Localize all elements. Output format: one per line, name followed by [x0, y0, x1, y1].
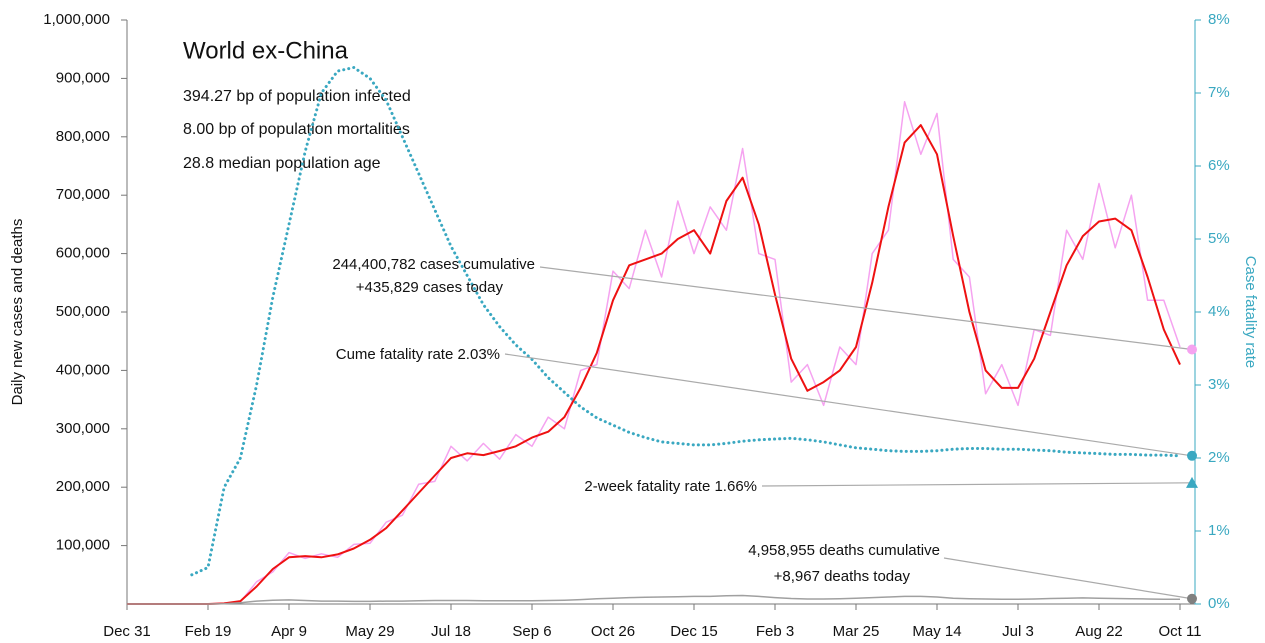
y-tick-label: 500,000	[56, 303, 110, 320]
series-line	[127, 124, 1181, 605]
x-tick-label: Apr 9	[271, 623, 307, 640]
annotation: 4,958,955 deaths cumulative	[748, 542, 940, 559]
annotation: 2-week fatality rate 1.66%	[584, 478, 757, 495]
leader-line	[943, 557, 1193, 600]
series-line	[127, 594, 1180, 605]
x-tick-label: Feb 3	[756, 623, 794, 640]
y2-tick-label: 2%	[1208, 449, 1230, 466]
annotation: +8,967 deaths today	[774, 568, 911, 585]
marker	[1187, 450, 1197, 461]
marker	[1186, 476, 1198, 488]
marker	[1187, 593, 1197, 604]
marker	[1187, 344, 1197, 355]
x-tick-label: Sep 6	[512, 623, 551, 640]
leader-line	[504, 353, 1193, 457]
x-tick-label: Mar 25	[833, 623, 880, 640]
y-tick-label: 300,000	[56, 420, 110, 437]
y-tick-label: 700,000	[56, 186, 110, 203]
y2-tick-label: 1%	[1208, 522, 1230, 539]
x-tick-label: Jul 18	[431, 623, 471, 640]
annotation: Cume fatality rate 2.03%	[336, 346, 500, 363]
subtitle: 8.00 bp of population mortalities	[183, 121, 410, 138]
y2-tick-label: 8%	[1208, 11, 1230, 28]
y-axis-label: Daily new cases and deaths	[9, 219, 26, 406]
y2-axis-label: Case fatality rate	[1242, 256, 1259, 369]
x-tick-label: Dec 31	[103, 623, 151, 640]
y2-tick-label: 7%	[1208, 84, 1230, 101]
y2-tick-label: 6%	[1208, 157, 1230, 174]
x-tick-label: Feb 19	[185, 623, 232, 640]
series-line	[127, 101, 1181, 605]
y-tick-label: 900,000	[56, 69, 110, 86]
y2-tick-label: 0%	[1208, 595, 1230, 612]
series-line	[190, 66, 1182, 577]
subtitle: 394.27 bp of population infected	[183, 88, 411, 105]
subtitle: 28.8 median population age	[183, 155, 381, 172]
leader-line	[761, 482, 1193, 487]
y-tick-label: 600,000	[56, 245, 110, 262]
x-tick-label: Dec 15	[670, 623, 718, 640]
leader-line	[539, 266, 1193, 351]
y2-tick-label: 4%	[1208, 303, 1230, 320]
x-tick-label: Aug 22	[1075, 623, 1123, 640]
x-tick-label: May 14	[912, 623, 961, 640]
y2-tick-label: 5%	[1208, 230, 1230, 247]
x-tick-label: Oct 26	[591, 623, 635, 640]
y-tick-label: 100,000	[56, 537, 110, 554]
y-tick-label: 200,000	[56, 478, 110, 495]
y-tick-label: 1,000,000	[43, 11, 110, 28]
x-tick-label: May 29	[345, 623, 394, 640]
y2-tick-label: 3%	[1208, 376, 1230, 393]
x-tick-label: Oct 11	[1158, 623, 1201, 640]
annotation: 244,400,782 cases cumulative	[332, 256, 535, 273]
chart-title: World ex-China	[183, 37, 349, 64]
y-tick-label: 400,000	[56, 361, 110, 378]
annotation: +435,829 cases today	[356, 279, 504, 296]
x-tick-label: Jul 3	[1002, 623, 1034, 640]
y-tick-label: 800,000	[56, 128, 110, 145]
